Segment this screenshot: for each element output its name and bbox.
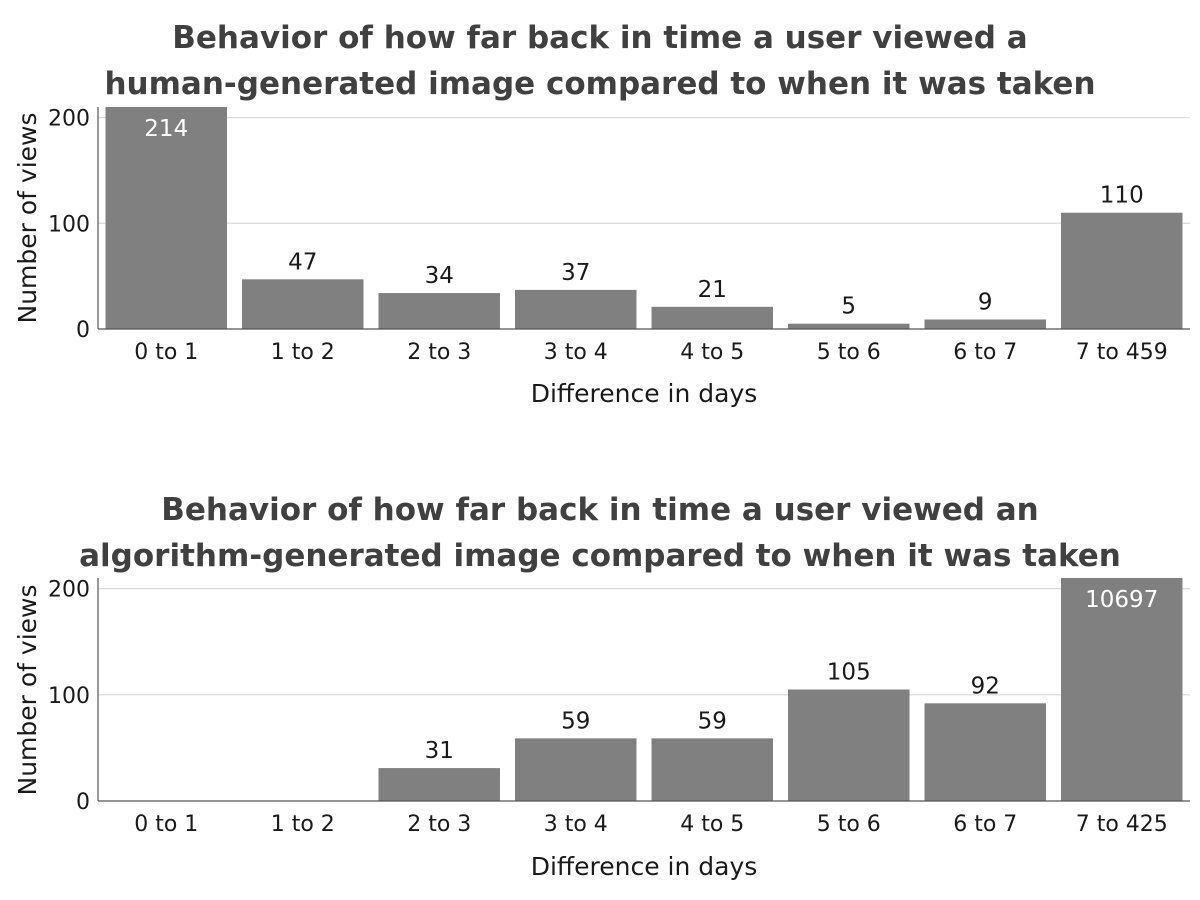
x-axis-label: Difference in days bbox=[531, 852, 758, 881]
x-tick-label: 2 to 3 bbox=[407, 812, 471, 837]
data-label: 10697 bbox=[1085, 587, 1158, 613]
y-tick-label: 200 bbox=[48, 107, 90, 132]
x-tick-label: 1 to 2 bbox=[271, 812, 335, 837]
bar bbox=[515, 738, 637, 801]
bar bbox=[651, 306, 773, 329]
data-label: 47 bbox=[288, 249, 317, 275]
x-tick-label: 4 to 5 bbox=[680, 340, 744, 365]
bar bbox=[378, 768, 500, 801]
chart-1: Behavior of how far back in time a user … bbox=[13, 20, 1190, 408]
bar bbox=[651, 738, 773, 801]
bar bbox=[378, 293, 500, 329]
x-tick-label: 1 to 2 bbox=[271, 340, 335, 365]
data-label: 5 bbox=[841, 294, 856, 320]
y-axis-label: Number of views bbox=[13, 112, 42, 323]
x-tick-label: 2 to 3 bbox=[407, 340, 471, 365]
x-tick-label: 3 to 4 bbox=[544, 812, 608, 837]
data-label: 110 bbox=[1100, 183, 1144, 209]
bar bbox=[924, 319, 1046, 329]
data-label: 31 bbox=[425, 738, 454, 764]
data-label: 59 bbox=[561, 708, 590, 734]
data-label: 37 bbox=[561, 260, 590, 286]
bar bbox=[1061, 212, 1183, 329]
bar bbox=[242, 279, 364, 329]
data-label: 105 bbox=[827, 660, 871, 686]
y-axis-label: Number of views bbox=[13, 584, 42, 795]
bar bbox=[788, 689, 910, 801]
x-tick-label: 6 to 7 bbox=[953, 340, 1017, 365]
y-tick-label: 200 bbox=[48, 578, 90, 603]
bar bbox=[924, 703, 1046, 801]
bar bbox=[788, 323, 910, 329]
chart-title-line: human-generated image compared to when i… bbox=[104, 66, 1095, 102]
x-tick-label: 0 to 1 bbox=[134, 340, 198, 365]
y-tick-label: 0 bbox=[76, 318, 90, 343]
bar bbox=[1061, 578, 1183, 801]
y-tick-label: 100 bbox=[48, 212, 90, 237]
bar bbox=[105, 107, 227, 329]
x-axis-label: Difference in days bbox=[531, 379, 758, 408]
data-label: 21 bbox=[698, 277, 727, 303]
bar bbox=[515, 289, 637, 329]
data-label: 34 bbox=[425, 263, 454, 289]
x-tick-label: 7 to 459 bbox=[1076, 340, 1168, 365]
x-tick-label: 3 to 4 bbox=[544, 340, 608, 365]
x-tick-label: 6 to 7 bbox=[953, 812, 1017, 837]
x-tick-label: 5 to 6 bbox=[817, 340, 881, 365]
chart-title-line: Behavior of how far back in time a user … bbox=[161, 492, 1039, 528]
y-tick-label: 100 bbox=[48, 684, 90, 709]
chart-title-line: algorithm-generated image compared to wh… bbox=[79, 538, 1121, 574]
chart-2: Behavior of how far back in time a user … bbox=[13, 492, 1190, 881]
x-tick-label: 0 to 1 bbox=[134, 812, 198, 837]
data-label: 9 bbox=[978, 289, 993, 315]
x-tick-label: 4 to 5 bbox=[680, 812, 744, 837]
data-label: 214 bbox=[144, 116, 188, 142]
chart-title-line: Behavior of how far back in time a user … bbox=[172, 20, 1027, 56]
y-tick-label: 0 bbox=[76, 790, 90, 815]
data-label: 92 bbox=[971, 673, 1000, 699]
x-tick-label: 5 to 6 bbox=[817, 812, 881, 837]
data-label: 59 bbox=[698, 708, 727, 734]
x-tick-label: 7 to 425 bbox=[1076, 812, 1168, 837]
